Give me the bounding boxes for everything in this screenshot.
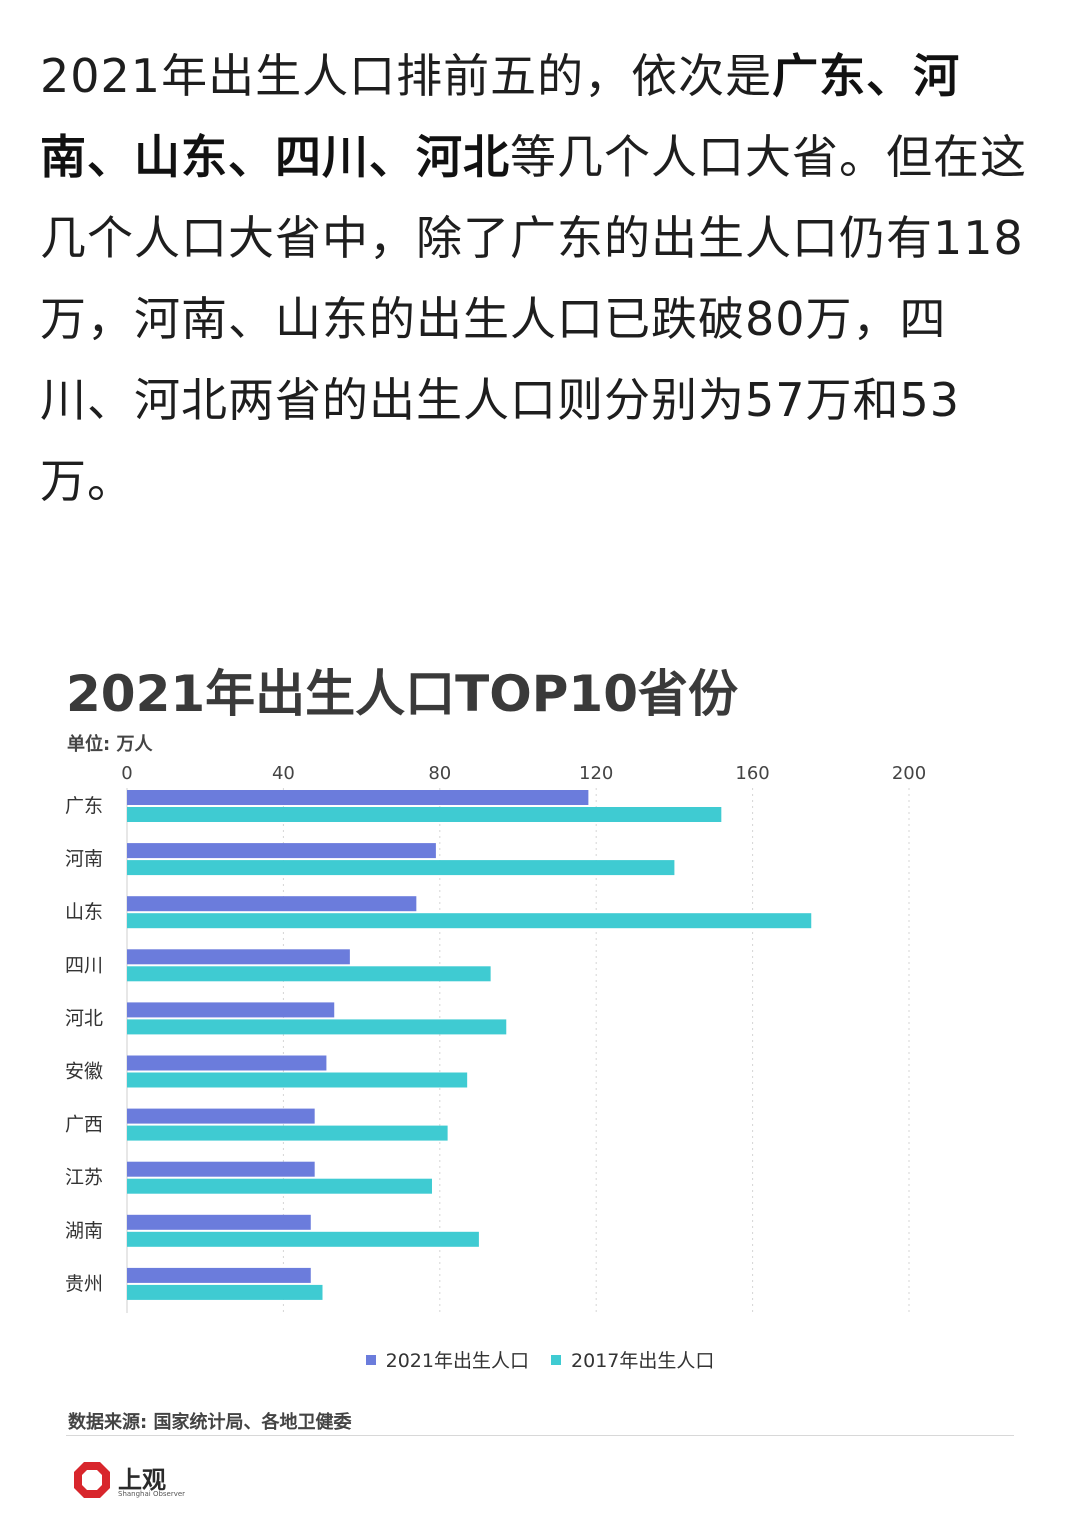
unit-label: 单位: 万人 (67, 734, 153, 755)
category-label: 广东 (65, 795, 103, 817)
category-label: 山东 (65, 901, 103, 923)
bar-2017 (127, 1231, 479, 1247)
article-paragraph: 2021年出生人口排前五的，依次是广东、河南、山东、四川、河北等几个人口大省。但… (40, 36, 1040, 522)
category-label: 江苏 (65, 1167, 103, 1189)
category-label: 河北 (65, 1007, 103, 1029)
bar-2021 (127, 1161, 315, 1177)
bar-2021 (127, 1214, 311, 1230)
legend-label-2021: 2021年出生人口 (385, 1350, 529, 1372)
chart-title: 2021年出生人口TOP10省份 (66, 665, 738, 723)
legend-item-2017: 2017年出生人口 (551, 1346, 714, 1373)
x-tick-label: 80 (428, 763, 451, 784)
bar-2017 (127, 860, 675, 876)
chart-card: 2021年出生人口TOP10省份 单位: 万人 0 40 80 120 160 200 广东… (0, 630, 1080, 1518)
bar-2021 (127, 843, 436, 859)
bar-2021 (127, 1267, 311, 1283)
bar-2017 (127, 1178, 432, 1194)
x-tick-label: 160 (735, 763, 769, 784)
bar-2021 (127, 896, 417, 912)
category-label: 贵州 (65, 1273, 103, 1295)
logo-subtitle: Shanghai Observer (118, 1490, 186, 1498)
legend-swatch-2021 (365, 1354, 376, 1365)
bar-2017 (127, 913, 812, 929)
data-source: 数据来源: 国家统计局、各地卫健委 (68, 1412, 352, 1433)
bar-2017 (127, 1019, 507, 1035)
category-label: 广西 (65, 1114, 103, 1136)
x-tick-label: 200 (892, 763, 926, 784)
category-label: 河南 (65, 848, 103, 870)
bar-2017 (127, 1284, 323, 1300)
x-tick-label: 0 (121, 763, 132, 784)
bar-2021 (127, 790, 589, 805)
x-tick-label: 40 (272, 763, 295, 784)
article-bold-provinces: 广东、河南、山东、四川、河北 (40, 49, 961, 184)
bar-2017 (127, 807, 722, 822)
bar-2017 (127, 1072, 468, 1088)
legend: 2021年出生人口 2017年出生人口 (0, 1346, 1080, 1373)
bar-2017 (127, 966, 491, 982)
x-tick-label: 120 (579, 763, 613, 784)
legend-swatch-2017 (551, 1354, 562, 1365)
category-label: 四川 (65, 954, 103, 976)
bar-2017 (127, 1125, 448, 1141)
bar-2021 (127, 1108, 315, 1124)
bar-2021 (127, 1002, 335, 1018)
article-text-2: 等几个人口大省。但在这几个人口大省中，除了广东的出生人口仍有118万，河南、山东… (40, 130, 1027, 508)
bar-2021 (127, 1055, 327, 1071)
logo-name: 上观 (118, 1465, 166, 1494)
legend-label-2017: 2017年出生人口 (571, 1350, 715, 1372)
article-text-1: 2021年出生人口排前五的，依次是 (40, 49, 773, 103)
bar-2021 (127, 949, 350, 965)
logo-mark-icon (74, 1462, 110, 1498)
divider (66, 1435, 1014, 1436)
legend-item-2021: 2021年出生人口 (365, 1346, 529, 1373)
category-label: 湖南 (65, 1220, 103, 1242)
category-label: 安徽 (65, 1061, 103, 1083)
